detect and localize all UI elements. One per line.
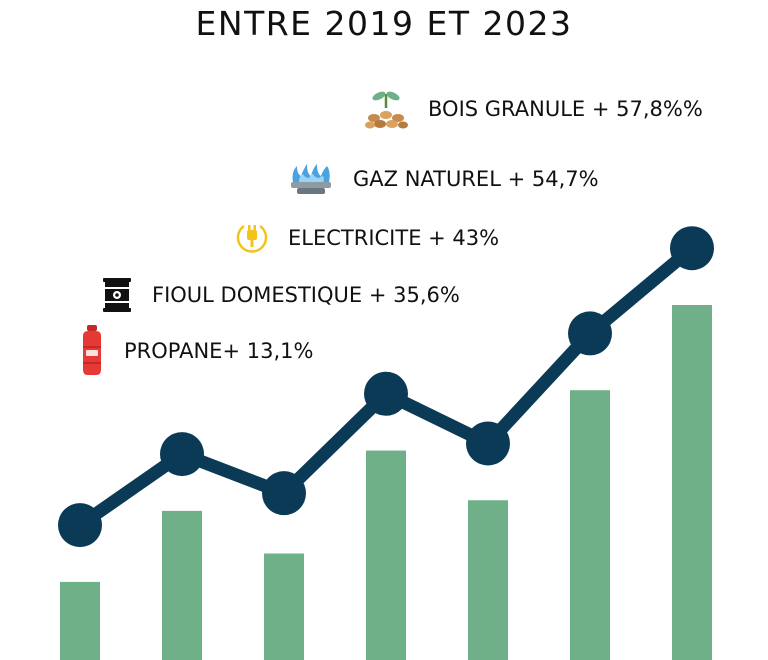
legend-item-bois-granule: BOIS GRANULE + 57,8%% <box>362 88 703 130</box>
bar-5 <box>570 390 610 660</box>
bar-3 <box>366 450 406 660</box>
bars-group <box>60 305 712 660</box>
line-point-3 <box>364 371 408 416</box>
line-point-6 <box>670 226 714 271</box>
legend-item-fioul-domestique: FIOUL DOMESTIQUE + 35,6% <box>100 276 460 314</box>
wood-pellets-icon <box>365 91 408 129</box>
propane-bottle-icon <box>83 325 101 375</box>
line-point-2 <box>262 471 306 516</box>
bar-6 <box>672 305 712 660</box>
line-group <box>58 226 714 548</box>
line-point-1 <box>160 432 204 477</box>
electric-plug-icon <box>236 224 268 253</box>
legend-item-propane: PROPANE+ 13,1% <box>78 324 313 378</box>
gas-flame-icon <box>291 164 331 194</box>
legend-label: ELECTRICITE + 43% <box>288 226 500 250</box>
legend-label: GAZ NATUREL + 54,7% <box>353 167 599 191</box>
bar-2 <box>264 553 304 660</box>
bar-0 <box>60 581 100 660</box>
legend-item-electricite: ELECTRICITE + 43% <box>234 220 499 256</box>
line-point-5 <box>568 311 612 356</box>
legend-item-gaz-naturel: GAZ NATUREL + 54,7% <box>287 162 599 196</box>
legend-label: BOIS GRANULE + 57,8%% <box>428 97 703 121</box>
bar-1 <box>162 510 202 660</box>
page-title: ENTRE 2019 ET 2023 <box>195 4 573 43</box>
legend-label: FIOUL DOMESTIQUE + 35,6% <box>152 283 460 307</box>
line-point-4 <box>466 421 510 466</box>
legend-label: PROPANE+ 13,1% <box>124 339 314 363</box>
line-point-0 <box>58 503 102 548</box>
oil-barrel-icon <box>103 278 131 312</box>
bar-4 <box>468 500 508 660</box>
